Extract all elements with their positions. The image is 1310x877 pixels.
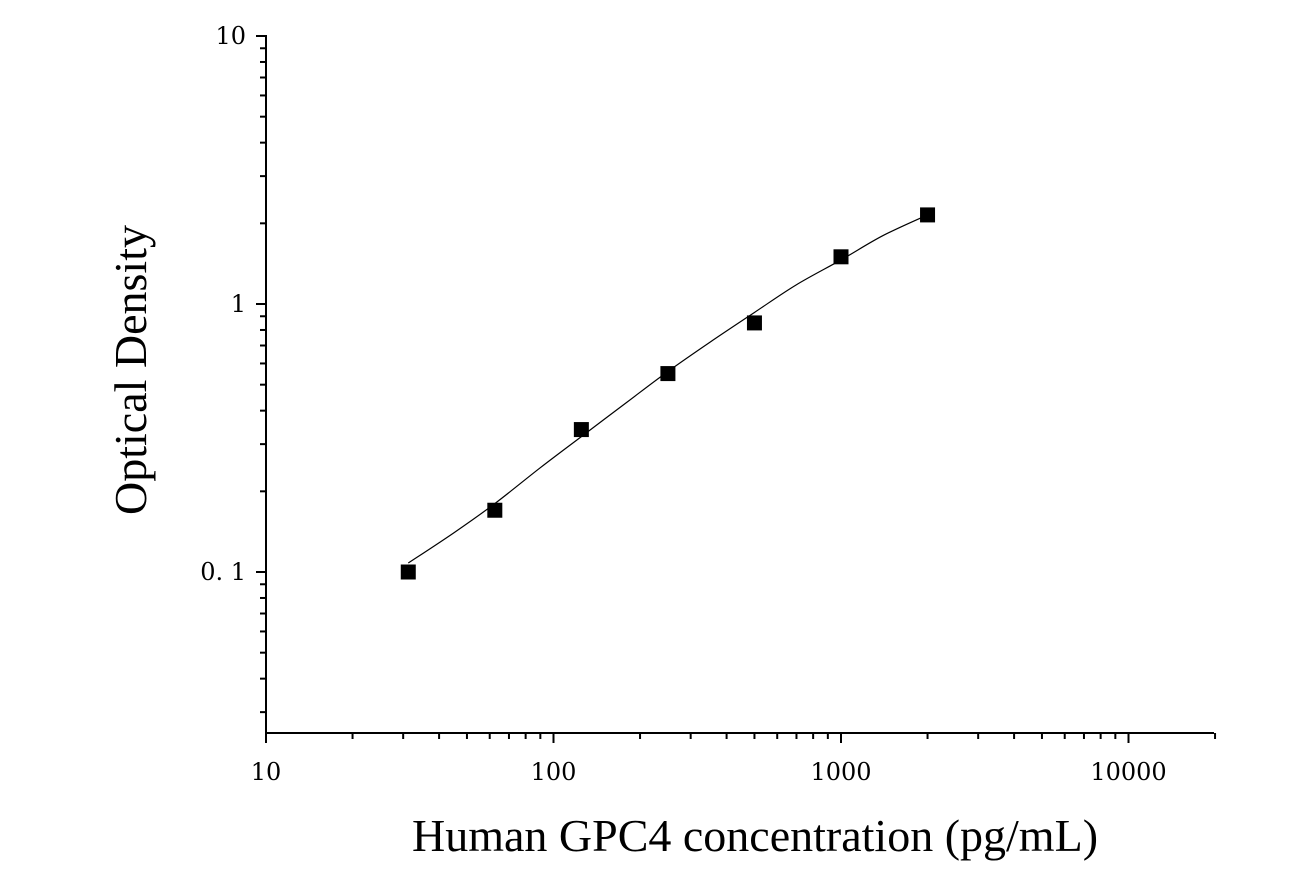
axes <box>265 35 1214 734</box>
data-point <box>400 564 416 580</box>
data-point <box>746 315 762 331</box>
x-tick-label: 10 <box>251 758 282 786</box>
y-tick-label: 0. 1 <box>200 558 246 586</box>
data-point <box>573 422 589 438</box>
y-axis-title: Optical Density <box>105 225 156 515</box>
fit-curve <box>407 214 928 564</box>
y-tick-label: 1 <box>231 290 246 318</box>
x-axis-title: Human GPC4 concentration (pg/mL) <box>412 810 1098 861</box>
x-tick-label: 100 <box>531 758 577 786</box>
ticks <box>256 35 1217 743</box>
data-point <box>487 502 503 518</box>
x-tick-label: 1000 <box>810 758 871 786</box>
data-point <box>660 366 676 382</box>
data-point <box>833 249 849 265</box>
tick-labels: 10 100 1000 10000 0. 1 1 10 <box>200 22 1166 786</box>
y-tick-label: 10 <box>215 22 246 50</box>
fit-curve-layer <box>407 214 928 564</box>
data-point <box>920 207 936 223</box>
data-points-layer <box>400 207 936 580</box>
x-tick-label: 10000 <box>1090 758 1166 786</box>
